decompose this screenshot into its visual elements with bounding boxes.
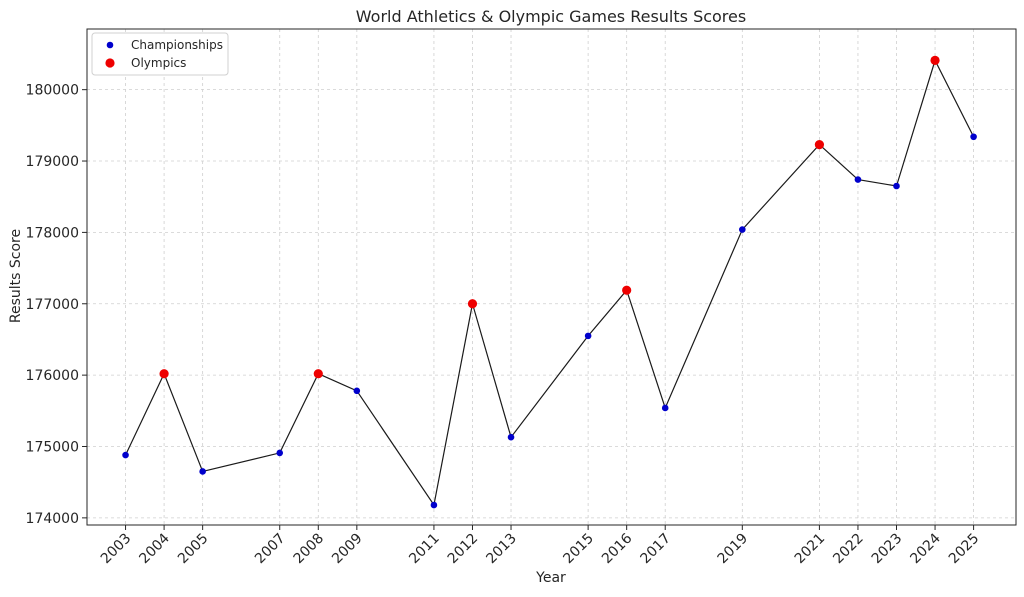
y-tick-label: 175000 xyxy=(26,439,79,455)
x-axis-label: Year xyxy=(535,570,566,586)
x-tick-label: 2022 xyxy=(830,531,867,568)
championships-point xyxy=(854,176,862,183)
championships-point xyxy=(661,404,669,412)
y-tick-label: 177000 xyxy=(26,297,79,313)
legend-marker xyxy=(105,58,115,68)
championships-point xyxy=(893,182,900,190)
championships-point xyxy=(430,501,438,509)
y-tick-label: 174000 xyxy=(26,511,79,527)
x-tick-label: 2017 xyxy=(638,531,675,568)
championships-point xyxy=(970,133,977,141)
olympics-point xyxy=(622,285,632,295)
championships-point xyxy=(739,226,746,233)
olympics-point xyxy=(313,369,323,379)
championships-point xyxy=(276,449,284,457)
axes xyxy=(86,28,1017,526)
legend-box xyxy=(91,32,229,76)
x-tick-label: 2016 xyxy=(599,530,636,567)
y-tick-label: 176000 xyxy=(26,368,79,384)
x-tick-label: 2021 xyxy=(792,531,829,568)
championships-point xyxy=(122,451,129,459)
x-tick-label: 2005 xyxy=(175,531,212,568)
championships-point xyxy=(353,387,361,395)
legend: Championships Olympics xyxy=(91,32,229,76)
x-tick-label: 2008 xyxy=(291,531,328,568)
x-tick-label: 2003 xyxy=(98,531,135,568)
olympics-point xyxy=(159,369,169,379)
olympics-point xyxy=(467,299,478,309)
y-tick-label: 180000 xyxy=(26,83,79,99)
x-tick-label: 2023 xyxy=(869,531,906,568)
x-tick-label: 2009 xyxy=(329,531,366,568)
x-tick-label: 2015 xyxy=(560,531,597,568)
x-tick-label: 2013 xyxy=(483,531,520,568)
plot-frame xyxy=(86,28,1017,526)
y-tick-label: 179000 xyxy=(26,154,79,170)
data-points xyxy=(122,55,977,509)
x-tick-label: 2004 xyxy=(136,530,173,567)
x-tick-label: 2011 xyxy=(406,531,443,568)
legend-label: Championships xyxy=(131,38,223,52)
x-tick-label: 2007 xyxy=(252,531,289,568)
y-axis-label: Results Score xyxy=(8,229,24,323)
x-tick-label: 2024 xyxy=(907,530,944,567)
championships-point xyxy=(199,468,206,475)
x-tick-label: 2019 xyxy=(715,531,752,568)
y-ticks: 174000 175000 176000 177000 178000 179000 1800… xyxy=(26,83,87,527)
olympics-point xyxy=(814,140,825,150)
y-tick-label: 178000 xyxy=(26,225,79,241)
championships-point xyxy=(584,332,592,340)
x-tick-label: 2025 xyxy=(946,531,983,568)
championships-point xyxy=(507,433,515,441)
x-tick-label: 2012 xyxy=(445,531,482,568)
grid xyxy=(87,29,1016,525)
legend-label: Olympics xyxy=(131,56,186,70)
legend-marker xyxy=(106,41,114,49)
series-line xyxy=(125,58,975,507)
chart-title: World Athletics & Olympic Games Results … xyxy=(356,7,746,26)
x-ticks: 2003 2004 2005 2007 2008 2009 2011 2012 2013 2015… xyxy=(98,525,983,568)
olympics-point xyxy=(930,55,940,66)
